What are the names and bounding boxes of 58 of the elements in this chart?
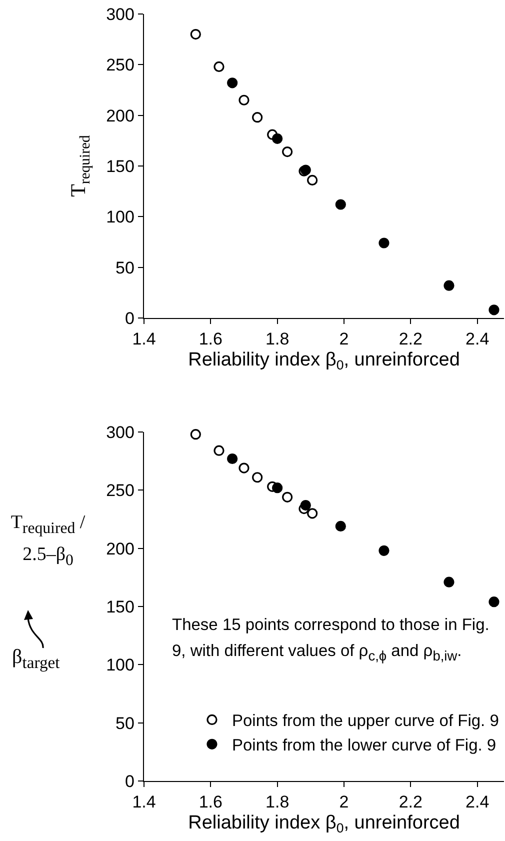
y-axis-title: T$_{required}$ / 2.5–β$_{0}$ xyxy=(10,511,86,571)
point xyxy=(444,576,454,588)
point xyxy=(488,596,500,608)
y-tick-label: 100 xyxy=(106,656,134,675)
point xyxy=(214,61,224,72)
x-tick-label: 2.2 xyxy=(398,330,422,349)
y-tick-label: 100 xyxy=(106,208,134,227)
x-tick-label: 2.2 xyxy=(398,792,422,812)
x-tick-label: 1.4 xyxy=(132,792,156,812)
x-tick-label: 1.8 xyxy=(266,792,290,812)
point xyxy=(238,462,250,474)
x-tick-label: 2 xyxy=(339,330,349,349)
x-tick-label: 2.4 xyxy=(466,330,490,349)
point xyxy=(272,133,283,144)
y-tick-label: 150 xyxy=(106,156,134,176)
point xyxy=(214,445,224,456)
y-tick-label: 0 xyxy=(124,308,134,328)
x-axis-title: Reliability index β$_{0}$, unreinforced xyxy=(188,349,460,372)
y-tick-label: 200 xyxy=(106,106,134,126)
point xyxy=(252,112,263,123)
x-tick-label: 2 xyxy=(339,792,349,812)
point xyxy=(190,429,201,440)
point xyxy=(227,453,238,464)
x-tick-label: 1.6 xyxy=(198,792,222,812)
point xyxy=(378,545,390,556)
legend-label: Points from the upper curve of Fig. 9 xyxy=(232,712,499,730)
y-tick-label: 50 xyxy=(116,258,134,278)
y-tick-label: 250 xyxy=(106,56,134,75)
point xyxy=(252,472,263,483)
x-axis-title: Reliability index β$_{0}$, unreinforced xyxy=(188,812,460,836)
y-tick-label: 150 xyxy=(106,597,134,616)
point xyxy=(307,174,318,186)
point xyxy=(378,238,390,248)
point xyxy=(335,520,346,532)
y-tick-label: 200 xyxy=(106,539,134,558)
x-tick-label: 2.4 xyxy=(466,792,490,812)
point xyxy=(444,280,454,291)
y-tick-label: 250 xyxy=(106,481,134,500)
legend-label: Points from the lower curve of Fig. 9 xyxy=(232,736,496,755)
x-tick-label: 1.6 xyxy=(198,330,222,349)
y-tick-label: 0 xyxy=(124,772,134,791)
x-tick-label: 1.4 xyxy=(132,330,156,349)
point xyxy=(488,304,500,316)
annotation: These 15 points correspond to those in Fig. 9, with different values of ρ$_{c,ϕ}$ and ρ$_{b,iw}$. xyxy=(172,615,490,666)
point xyxy=(300,500,311,511)
point xyxy=(272,482,283,494)
point xyxy=(335,199,346,210)
point xyxy=(307,508,318,519)
y-tick-label: 300 xyxy=(106,422,134,442)
y-tick-label: 300 xyxy=(106,4,134,24)
text: β$_{target}$ xyxy=(12,646,60,673)
x-tick-label: 1.8 xyxy=(266,330,290,349)
point xyxy=(238,94,250,106)
point xyxy=(190,28,201,40)
y-tick-label: 50 xyxy=(116,714,134,733)
point xyxy=(282,492,293,502)
point xyxy=(227,78,238,88)
point xyxy=(282,146,293,158)
